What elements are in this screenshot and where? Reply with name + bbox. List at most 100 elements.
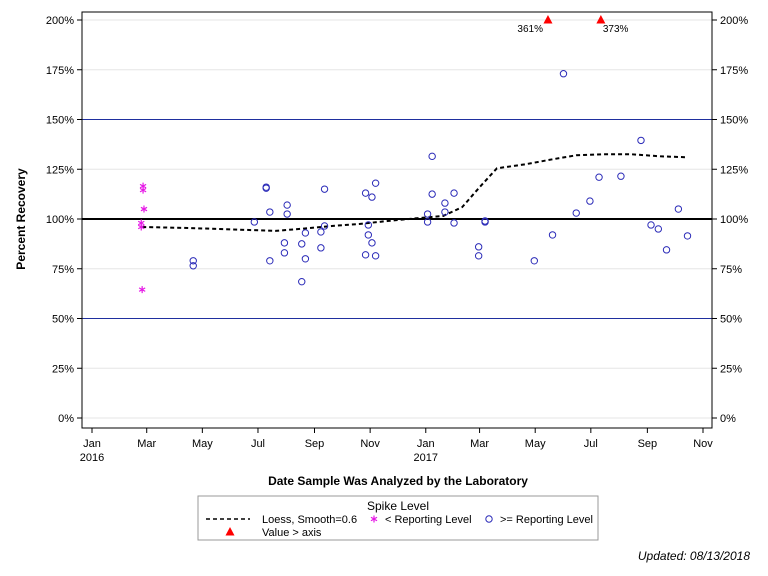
triangle-label-0: 361% xyxy=(517,24,543,35)
y-tick-label-left-1: 25% xyxy=(52,363,74,375)
legend-symbol-circle xyxy=(485,515,493,523)
legend-title: Spike Level xyxy=(367,499,429,513)
x-tick-label-10: Sep xyxy=(638,438,658,450)
x-tick-label-5: Nov xyxy=(360,438,380,450)
point-circle-24 xyxy=(368,239,376,247)
x-tick-label-7: Mar xyxy=(470,438,489,450)
point-circle-20 xyxy=(361,251,370,259)
point-circle-31 xyxy=(441,199,449,207)
point-circle-9 xyxy=(283,201,291,209)
legend-label-above: >= Reporting Level xyxy=(500,514,593,526)
point-circle-49 xyxy=(662,246,671,254)
y-tick-label-left-5: 125% xyxy=(46,164,74,176)
point-circle-15 xyxy=(317,228,325,236)
point-circle-33 xyxy=(450,189,458,197)
y-tick-label-left-6: 150% xyxy=(46,115,74,127)
point-circle-47 xyxy=(647,221,655,229)
point-circle-43 xyxy=(586,197,594,205)
y-tick-label-left-3: 75% xyxy=(52,264,74,276)
plot-frame xyxy=(81,11,713,429)
point-circle-51 xyxy=(683,232,692,240)
updated-footer: Updated: 08/13/2018 xyxy=(638,549,750,563)
x-tick-label-11: Nov xyxy=(693,438,713,450)
point-circle-46 xyxy=(637,136,645,145)
point-circle-39 xyxy=(530,257,538,265)
y-tick-label-right-3: 75% xyxy=(720,264,742,276)
point-circle-5 xyxy=(266,208,274,216)
point-circle-14 xyxy=(301,255,310,263)
point-circle-42 xyxy=(572,209,580,217)
point-circle-18 xyxy=(320,222,329,230)
y-tick-label-right-0: 0% xyxy=(720,413,736,425)
point-circle-45 xyxy=(617,172,625,180)
point-circle-50 xyxy=(674,205,683,213)
point-circle-23 xyxy=(368,193,376,201)
x-tick-label-2: May xyxy=(192,438,213,450)
point-circle-44 xyxy=(595,173,603,181)
point-circle-36 xyxy=(474,252,483,260)
point-asterisk-4 xyxy=(140,205,148,213)
point-asterisk-5 xyxy=(138,286,146,294)
legend-symbol-asterisk xyxy=(370,515,378,523)
y-axis-title: Percent Recovery xyxy=(14,168,28,270)
point-circle-48 xyxy=(654,225,663,233)
point-circle-19 xyxy=(361,189,370,197)
point-circle-4 xyxy=(262,184,270,192)
y-tick-label-left-0: 0% xyxy=(58,413,74,425)
point-circle-2 xyxy=(250,218,259,226)
y-tick-label-right-1: 25% xyxy=(720,363,742,375)
y-tick-label-left-7: 175% xyxy=(46,65,74,77)
y-tick-label-right-8: 200% xyxy=(720,15,748,27)
legend-label-value-above-axis: Value > axis xyxy=(262,527,322,539)
x-tick-sublabel-6: 2017 xyxy=(414,452,438,464)
y-tick-label-left-2: 50% xyxy=(52,314,74,326)
series-2 xyxy=(189,70,692,286)
point-triangle-0 xyxy=(543,15,553,24)
point-circle-38 xyxy=(481,218,489,226)
point-circle-28 xyxy=(423,218,432,226)
point-circle-0 xyxy=(189,257,197,265)
point-circle-26 xyxy=(371,252,380,260)
y-tick-label-right-2: 50% xyxy=(720,314,742,326)
series-1 xyxy=(137,182,148,294)
point-circle-32 xyxy=(441,208,449,216)
x-tick-label-0: Jan xyxy=(83,438,101,450)
point-triangle-1 xyxy=(596,15,606,24)
axes: 0% 0% 25% 25% 50% 50% 75% 75% 100% 100% 125% 125% 15… xyxy=(46,11,748,464)
y-tick-label-left-8: 200% xyxy=(46,15,74,27)
triangle-label-1: 373% xyxy=(603,24,629,35)
legend-label-loess: Loess, Smooth=0.6 xyxy=(262,514,357,526)
x-tick-label-9: Jul xyxy=(584,438,598,450)
point-circle-7 xyxy=(280,239,289,247)
x-tick-label-6: Jan xyxy=(417,438,435,450)
point-circle-1 xyxy=(189,262,197,270)
point-circle-17 xyxy=(320,185,329,193)
legend: Spike Level Loess, Smooth=0.6 < Reporting … xyxy=(197,495,599,541)
y-tick-label-right-6: 150% xyxy=(720,115,748,127)
x-axis-title: Date Sample Was Analyzed by the Laborato… xyxy=(268,474,528,488)
x-tick-label-3: Jul xyxy=(251,438,265,450)
point-circle-13 xyxy=(301,229,310,237)
point-circle-25 xyxy=(371,179,380,187)
point-circle-35 xyxy=(474,243,483,251)
point-circle-40 xyxy=(548,231,557,239)
y-tick-label-right-5: 125% xyxy=(720,164,748,176)
point-asterisk-3 xyxy=(139,186,147,194)
series-3: 361% 373% xyxy=(517,15,629,35)
point-circle-8 xyxy=(280,249,289,257)
point-circle-34 xyxy=(450,219,458,227)
point-circle-12 xyxy=(298,277,306,286)
y-tick-label-right-7: 175% xyxy=(720,65,748,77)
legend-label-below: < Reporting Level xyxy=(385,514,472,526)
y-tick-label-right-4: 100% xyxy=(720,214,748,226)
point-circle-41 xyxy=(559,70,568,78)
reference-lines xyxy=(82,119,712,319)
x-tick-label-8: May xyxy=(525,438,546,450)
point-circle-21 xyxy=(364,221,373,229)
point-circle-27 xyxy=(423,210,432,218)
legend-symbol-triangle xyxy=(225,527,235,536)
y-tick-label-left-4: 100% xyxy=(46,214,74,226)
point-asterisk-1 xyxy=(137,223,145,231)
loess-line xyxy=(142,153,688,232)
